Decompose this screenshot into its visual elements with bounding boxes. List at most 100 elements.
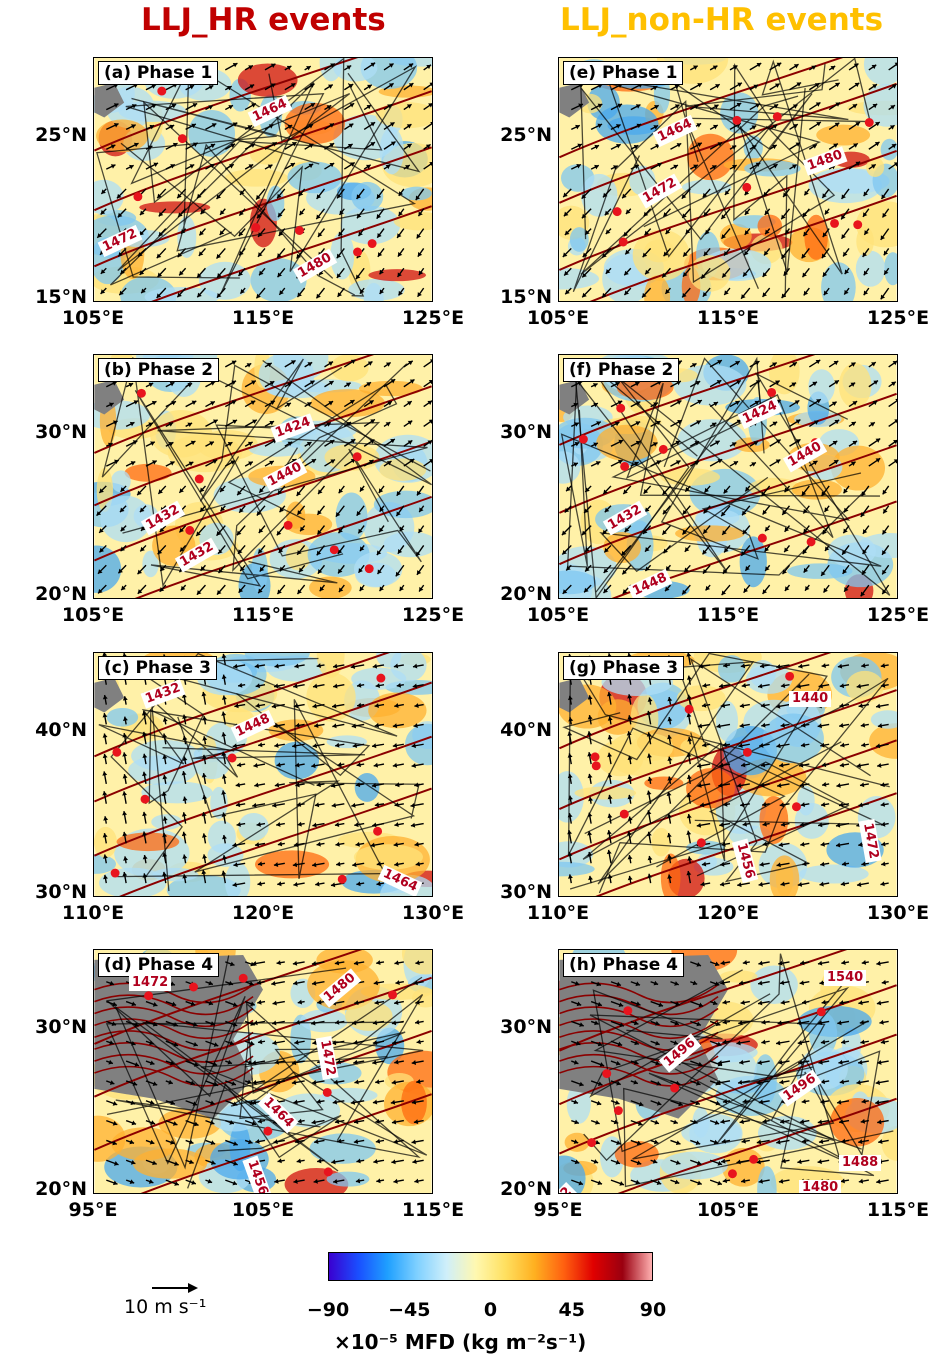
colorbar-tick-label: −45 (388, 1299, 431, 1321)
latitude-tick: 20°N (35, 583, 87, 605)
station-dot (110, 868, 120, 878)
boundary-line (560, 409, 882, 573)
boundary-line (605, 63, 788, 297)
geopotential-contour (559, 58, 844, 159)
station-dot (136, 388, 146, 398)
latitude-tick: 15°N (500, 286, 552, 308)
contour-label: 1540 (824, 970, 867, 986)
boundary-line (105, 967, 404, 1165)
station-dot (864, 118, 874, 127)
longitude-tick: 125°E (866, 307, 930, 329)
station-dot (757, 533, 767, 543)
panel-label: (g) Phase 3 (563, 656, 685, 680)
station-dot (283, 520, 293, 530)
station-dot (670, 1083, 680, 1093)
wind-vector (423, 459, 432, 467)
colorbar-tick-label: 0 (483, 1299, 498, 1321)
boundary-line (117, 77, 383, 272)
station-dot (742, 182, 752, 192)
station-dot (185, 525, 195, 535)
boundary-line (143, 58, 365, 297)
geopotential-contour (94, 58, 359, 152)
contour-label: 1472 (129, 975, 172, 991)
station-dot (353, 247, 363, 257)
station-dot (619, 809, 629, 819)
station-dot (112, 747, 122, 757)
contour-label: 1488 (839, 1155, 882, 1171)
wind-vector (423, 162, 432, 170)
station-dot (616, 403, 626, 413)
latitude-tick: 20°N (500, 583, 552, 605)
station-dot (329, 545, 339, 555)
station-dot (337, 874, 347, 884)
geopotential-contour (595, 792, 897, 896)
geopotential-contour (94, 950, 363, 1045)
station-dot (157, 86, 167, 96)
wind-vector (888, 419, 897, 427)
station-dot (578, 434, 588, 444)
map-panel-g: (g) Phase 3 1440 1456 1472 (558, 652, 898, 897)
wind-vector (423, 83, 432, 91)
boundary-line (120, 65, 418, 272)
geopotential-contour (559, 653, 832, 750)
station-dot (373, 826, 383, 836)
geopotential-contour (589, 194, 897, 301)
station-dot (263, 1126, 273, 1136)
station-dot (238, 973, 248, 983)
latitude-tick: 40°N (35, 719, 87, 741)
geopotential-contour (559, 355, 816, 446)
station-dot (388, 990, 398, 1000)
station-dot (620, 461, 630, 471)
high-terrain-mask (559, 379, 590, 415)
boundary-line (589, 979, 850, 1145)
latitude-tick: 30°N (500, 421, 552, 443)
station-dot (772, 112, 782, 122)
longitude-tick: 105°E (526, 604, 590, 626)
wind-vector (423, 122, 432, 130)
high-terrain-mask (94, 379, 125, 415)
station-dot (618, 237, 628, 247)
station-dot (612, 207, 622, 217)
boundary-line (122, 363, 428, 572)
station-dot (767, 387, 777, 397)
boundary-line (632, 1020, 869, 1160)
geopotential-contour (617, 1097, 897, 1193)
geopotential-contour (94, 976, 432, 1098)
geopotential-contour (94, 735, 432, 857)
station-dot (227, 753, 237, 763)
map-field (94, 58, 432, 301)
longitude-tick: 95°E (533, 1199, 583, 1221)
station-dot (623, 1006, 633, 1016)
reference-vector-label: 10 m s⁻¹ (124, 1296, 207, 1318)
latitude-tick: 30°N (500, 1016, 552, 1038)
station-dot (816, 1007, 826, 1017)
boundary-line (583, 953, 862, 1162)
station-dot (742, 747, 752, 757)
station-dot (732, 115, 742, 125)
latitude-tick: 30°N (500, 881, 552, 903)
longitude-tick: 115°E (696, 604, 760, 626)
longitude-tick: 115°E (696, 307, 760, 329)
panel-label: (f) Phase 2 (563, 358, 680, 382)
boundary-line (96, 72, 421, 279)
panel-label: (b) Phase 2 (98, 358, 220, 382)
geopotential-contour (559, 444, 897, 566)
station-dot (367, 239, 377, 249)
high-terrain-mask (94, 82, 125, 118)
latitude-tick: 20°N (35, 1178, 87, 1200)
station-dot (791, 802, 801, 812)
map-panel-e: (e) Phase 1 1464 1480 1472 (558, 57, 898, 302)
station-dot (696, 838, 706, 848)
station-dot (591, 761, 601, 771)
map-panel-h: (h) Phase 4 1540 1496 1496 1488 1480 2 (558, 949, 898, 1194)
panel-label: (a) Phase 1 (98, 61, 219, 85)
geopotential-contour (94, 90, 432, 212)
colorbar (328, 1252, 653, 1281)
wind-vector (888, 63, 897, 71)
geopotential-contour (94, 385, 432, 507)
longitude-tick: 115°E (231, 307, 295, 329)
station-dot (785, 671, 795, 681)
geopotential-contour (119, 787, 432, 896)
geopotential-contour (134, 495, 432, 598)
longitude-tick: 105°E (61, 307, 125, 329)
